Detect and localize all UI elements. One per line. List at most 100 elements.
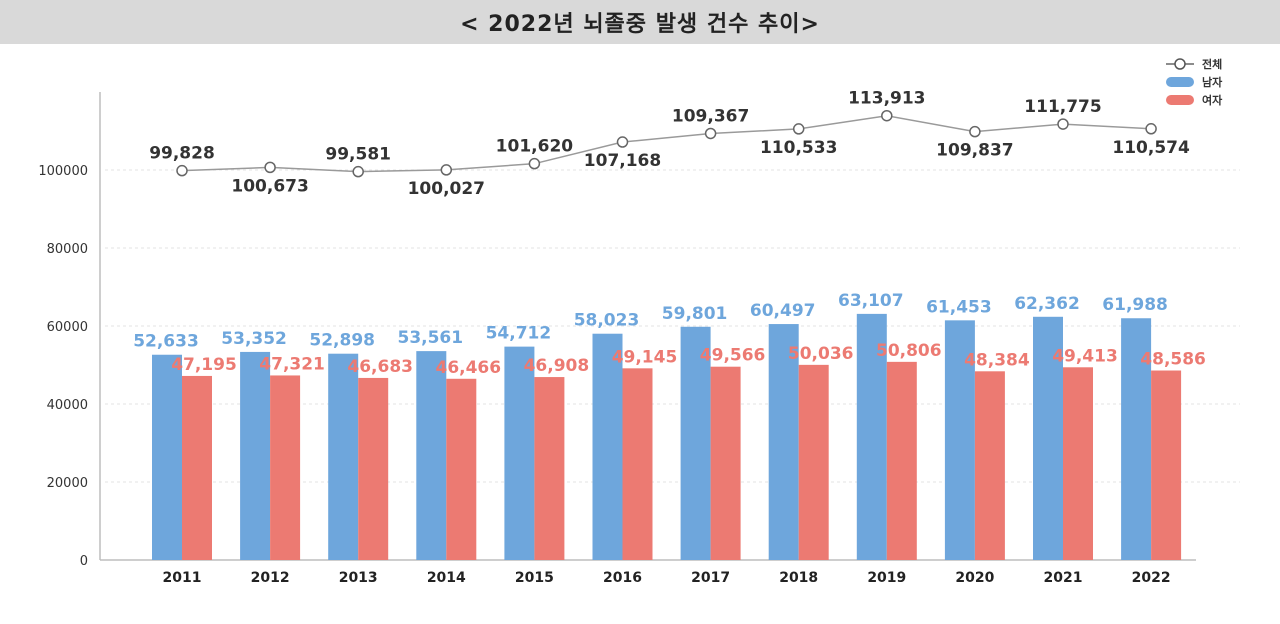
y-tick-label: 60000: [47, 320, 88, 335]
x-tick-label: 2012: [251, 570, 290, 586]
data-label-total: 110,574: [1112, 138, 1190, 158]
data-label-male: 58,023: [574, 311, 640, 331]
data-label-male: 63,107: [838, 291, 904, 311]
data-labels: 52,633 47,195 53,352 47,321 52,898 46,683 53,5…: [133, 89, 1206, 378]
x-tick-label: 2011: [163, 570, 202, 586]
bar-female: [1063, 367, 1093, 560]
x-tick-label: 2017: [691, 570, 730, 586]
data-label-female: 47,321: [259, 354, 325, 374]
data-label-total: 107,168: [584, 151, 661, 171]
bar-male: [152, 354, 182, 560]
bar-male: [856, 313, 887, 560]
bar-female: [446, 378, 477, 560]
bar-male: [1033, 316, 1063, 560]
y-tick-label: 100000: [38, 164, 88, 179]
data-label-male: 52,633: [133, 332, 199, 352]
data-label-male: 53,561: [397, 328, 463, 348]
data-label-female: 48,384: [964, 350, 1030, 370]
data-label-total: 100,027: [408, 179, 485, 199]
y-tick-label: 0: [80, 554, 88, 569]
bar-male: [944, 320, 975, 560]
bar-female: [710, 366, 741, 560]
total-line-path: [181, 114, 1152, 173]
data-label-total: 110,533: [760, 138, 837, 158]
data-label-female: 49,145: [612, 347, 678, 367]
bar-male: [416, 351, 447, 560]
total-point: [969, 125, 981, 138]
bar-male: [240, 351, 271, 560]
total-point: [616, 136, 629, 148]
data-label-female: 48,586: [1140, 350, 1206, 370]
total-point: [1145, 123, 1157, 135]
x-tick-label: 2021: [1044, 570, 1083, 586]
x-tick-label: 2020: [955, 570, 994, 586]
x-tick-label: 2013: [339, 570, 378, 586]
data-label-total: 113,913: [848, 89, 925, 109]
data-label-female: 49,566: [700, 346, 766, 366]
bar-male: [768, 324, 799, 560]
data-label-male: 52,898: [309, 331, 375, 351]
data-label-male: 61,988: [1102, 295, 1168, 315]
data-label-total: 109,367: [672, 106, 749, 126]
total-point: [881, 109, 893, 122]
legend-swatch-female: [1166, 95, 1194, 105]
x-tick-label: 2015: [515, 570, 554, 586]
bars: [152, 313, 1182, 560]
data-label-total: 101,620: [496, 137, 574, 157]
y-tick-label: 80000: [47, 242, 88, 257]
chart-title: < 2022년 뇌졸중 발생 건수 추이>: [460, 12, 820, 37]
data-label-female: 50,806: [876, 341, 942, 361]
data-label-female: 46,466: [435, 358, 501, 378]
total-line: [176, 109, 1157, 178]
bar-female: [1151, 370, 1182, 560]
data-label-female: 47,195: [171, 355, 237, 375]
y-tick-label: 40000: [47, 398, 88, 413]
bar-female: [974, 371, 1005, 560]
bar-female: [798, 364, 829, 560]
bar-male: [680, 326, 711, 560]
data-label-total: 99,828: [149, 144, 215, 164]
total-point: [528, 157, 541, 170]
total-point: [352, 165, 364, 178]
bar-male: [1121, 318, 1152, 560]
legend-swatch-male: [1166, 77, 1194, 87]
data-label-total: 109,837: [936, 141, 1013, 161]
stroke-chart: 0 20000 40000 60000 80000 100000 2011 2012 2013 2…: [38, 57, 1240, 586]
data-label-female: 46,683: [347, 357, 413, 377]
y-tick-label: 20000: [47, 476, 88, 491]
data-label-male: 60,497: [750, 301, 816, 321]
x-tick-label: 2018: [779, 570, 818, 586]
legend-marker-total: [1174, 58, 1186, 70]
data-label-male: 61,453: [926, 297, 992, 317]
legend-label-total: 전체: [1202, 57, 1222, 71]
data-label-female: 50,036: [788, 344, 854, 364]
x-tick-label: 2019: [867, 570, 906, 586]
bar-male: [504, 346, 535, 560]
data-label-female: 46,908: [524, 356, 590, 376]
legend-label-female: 여자: [1202, 93, 1223, 107]
legend-label-male: 남자: [1202, 75, 1223, 89]
x-tick-label: 2016: [603, 570, 642, 586]
total-point: [264, 161, 276, 174]
x-tick-label: 2022: [1132, 570, 1171, 586]
data-label-female: 49,413: [1052, 346, 1118, 366]
total-point: [440, 164, 453, 176]
x-tick-label: 2014: [427, 570, 466, 586]
data-label-total: 100,673: [231, 176, 308, 196]
total-point: [176, 164, 188, 177]
bar-female: [886, 361, 917, 560]
data-label-male: 62,362: [1014, 294, 1080, 314]
data-label-total: 99,581: [325, 145, 391, 165]
bar-female: [182, 375, 212, 560]
total-point: [1057, 118, 1069, 130]
bar-female: [534, 377, 565, 560]
total-point: [704, 127, 717, 140]
bar-male: [328, 353, 359, 560]
bar-female: [622, 368, 653, 560]
bar-male: [592, 333, 623, 560]
bar-female: [270, 375, 301, 560]
chart-title-bar: < 2022년 뇌졸중 발생 건수 추이>: [0, 0, 1280, 44]
data-label-male: 53,352: [221, 329, 287, 349]
bar-female: [358, 377, 389, 560]
